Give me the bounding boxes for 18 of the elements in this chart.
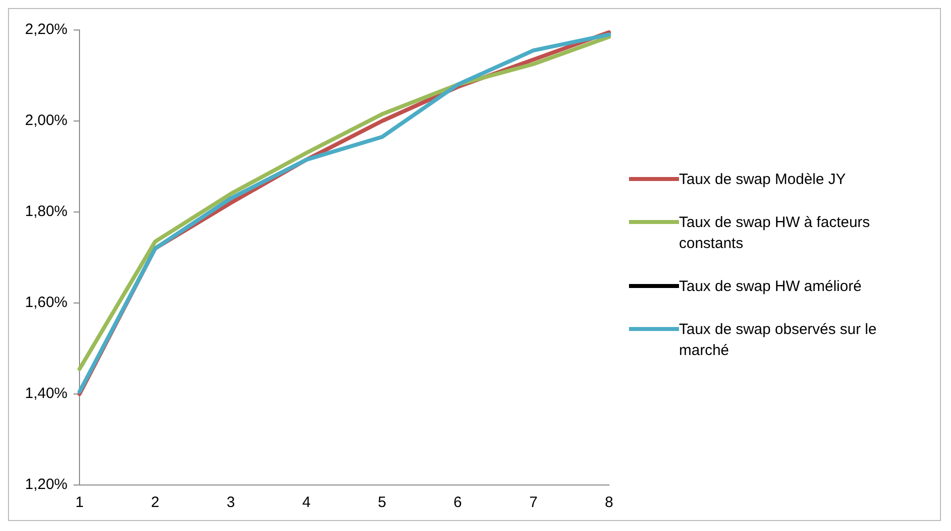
legend-label: Taux de swap HW à facteurs constants: [679, 212, 871, 254]
y-tick-label: 1,20%: [24, 476, 68, 493]
x-tick-label: 5: [378, 494, 386, 511]
y-tick-label: 1,60%: [24, 294, 68, 311]
legend-label: Taux de swap HW amélioré: [679, 276, 862, 296]
y-tick-label: 1,80%: [24, 202, 68, 220]
x-tick-label: 3: [226, 494, 235, 511]
x-tick-label: 6: [454, 494, 462, 511]
x-tick-label: 1: [75, 494, 84, 511]
y-tick-label: 2,00%: [24, 112, 68, 129]
y-tick-label: 2,20%: [24, 20, 68, 38]
x-tick-label: 8: [604, 494, 614, 511]
y-tick-label: 1,40%: [24, 384, 68, 402]
x-tick-label: 7: [529, 494, 538, 511]
x-tick-label: 2: [151, 494, 160, 511]
legend-label: Taux de swap observés sur le marché: [679, 320, 878, 360]
legend-label: Taux de swap Modèle JY: [679, 170, 846, 190]
x-tick-label: 4: [302, 494, 311, 511]
